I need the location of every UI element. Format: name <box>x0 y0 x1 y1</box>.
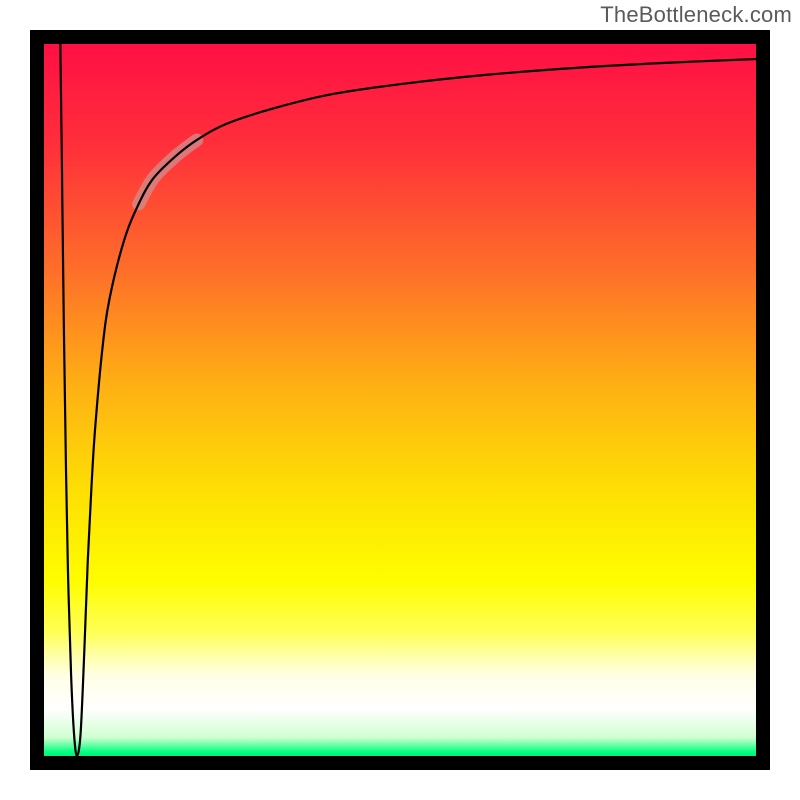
chart-svg <box>0 0 800 800</box>
chart-container: TheBottleneck.com <box>0 0 800 800</box>
plot-background <box>37 37 763 763</box>
